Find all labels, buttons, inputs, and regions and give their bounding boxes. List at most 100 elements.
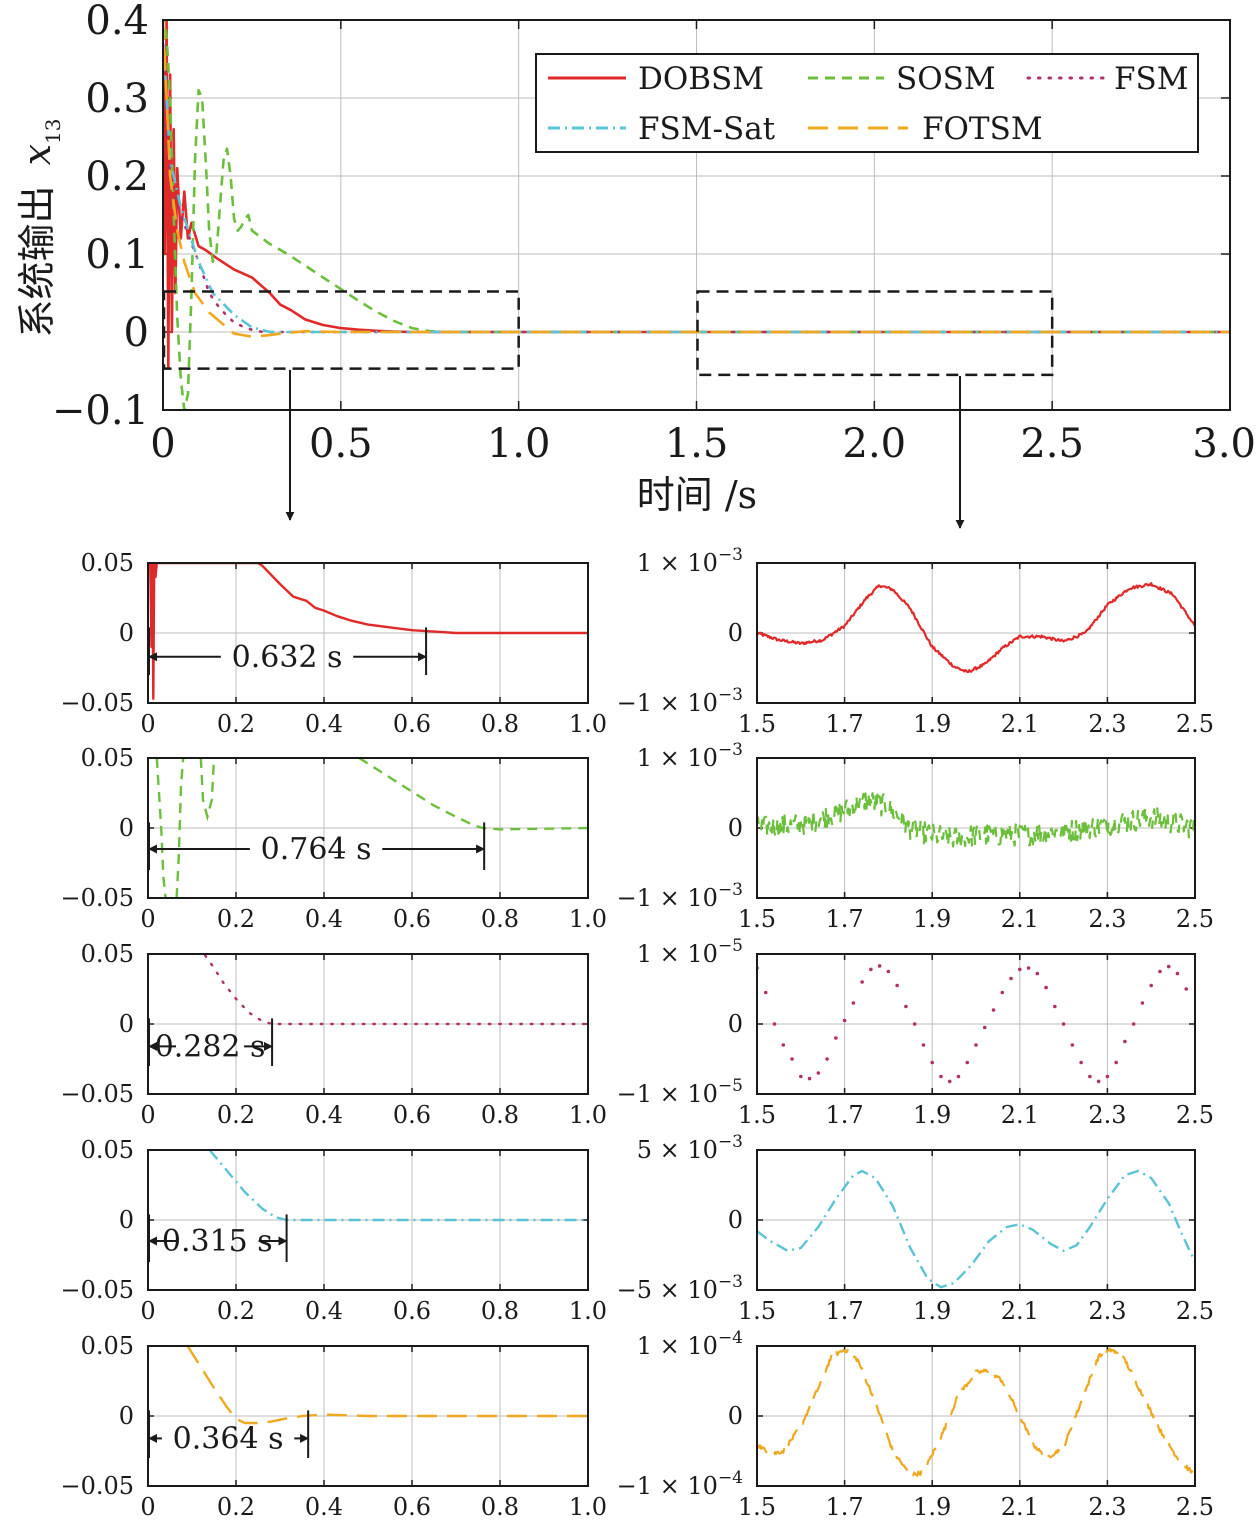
plot-frame bbox=[756, 562, 1196, 704]
data-point-fsm bbox=[799, 1074, 803, 1079]
x-tick-label: 0.6 bbox=[393, 1297, 431, 1325]
y-tick-mantissa: 5 × 10 bbox=[637, 1136, 718, 1164]
x-tick-label: 0.2 bbox=[217, 710, 255, 738]
data-point-fsm bbox=[877, 964, 882, 968]
series-line-fsm-sat bbox=[208, 1150, 588, 1222]
x-tick-label: 1.0 bbox=[569, 710, 607, 738]
steady-plot-dobsm: 1.5 1.7 1.9 2.1 2.3 2.5−1 × 10−301 × 10−3 bbox=[617, 545, 1214, 738]
x-tick-label: 0.6 bbox=[393, 905, 431, 933]
y-tick-label: 0.05 bbox=[81, 1136, 134, 1164]
main-y-tick-label: 0 bbox=[124, 310, 149, 356]
y-tick-label: 0 bbox=[119, 1206, 134, 1234]
data-point-fsm bbox=[1166, 964, 1171, 969]
y-tick-label: −0.05 bbox=[60, 1276, 134, 1304]
data-point-fsm bbox=[895, 983, 899, 988]
plot-frame bbox=[756, 757, 1196, 899]
main-y-tick-label: 0.1 bbox=[85, 232, 149, 278]
y-tick-mantissa: −1 × 10 bbox=[617, 884, 718, 912]
annotation-label: 0.364 s bbox=[173, 1421, 284, 1456]
y-tick-exponent: −5 bbox=[718, 1076, 743, 1096]
x-tick-label: 2.1 bbox=[1001, 905, 1039, 933]
data-point-fsm bbox=[1105, 1074, 1110, 1079]
y-tick-label: −0.05 bbox=[60, 1472, 134, 1500]
x-tick-label: 0.4 bbox=[305, 1493, 343, 1521]
data-point-fsm bbox=[991, 1008, 996, 1012]
legend-label-sosm: SOSM bbox=[896, 61, 996, 97]
y-tick-mantissa: 1 × 10 bbox=[637, 940, 718, 968]
y-tick-label: −5 × 10−3 bbox=[617, 1272, 743, 1304]
x-tick-label: 0.6 bbox=[393, 1101, 431, 1129]
x-tick-label: 0.2 bbox=[217, 1493, 255, 1521]
y-tick-exponent: −3 bbox=[718, 545, 743, 565]
x-tick-label: 0.8 bbox=[481, 905, 519, 933]
data-point-fsm bbox=[886, 969, 891, 974]
data-point-fsm bbox=[947, 1079, 952, 1084]
data-point-fsm bbox=[930, 1060, 934, 1065]
data-point-fsm bbox=[1149, 983, 1153, 988]
x-tick-label: 0 bbox=[140, 1297, 155, 1325]
data-point-fsm bbox=[1061, 1022, 1066, 1026]
series-line-fsm bbox=[204, 954, 588, 1026]
series-line-sosm bbox=[155, 758, 167, 898]
x-tick-label: 1.9 bbox=[913, 1493, 951, 1521]
series-line-sosm bbox=[175, 758, 185, 898]
plot-frame bbox=[756, 953, 1196, 1095]
data-point-fsm bbox=[1096, 1079, 1101, 1084]
y-tick-mantissa: 0 bbox=[728, 814, 743, 842]
x-tick-label: 0 bbox=[140, 1493, 155, 1521]
y-tick-label: −0.05 bbox=[60, 1080, 134, 1108]
main-y-tick-label: 0.2 bbox=[85, 154, 149, 200]
data-point-fsm bbox=[869, 967, 873, 972]
x-tick-label: 2.3 bbox=[1088, 1493, 1126, 1521]
main-series-sosm bbox=[163, 20, 1230, 410]
series-line-fotsm bbox=[757, 1347, 1195, 1478]
series-layer bbox=[208, 1150, 588, 1222]
data-point-fsm bbox=[1000, 990, 1005, 995]
main-y-axis-label: 系统输出 x13 bbox=[15, 119, 65, 338]
y-tick-label: 1 × 10−3 bbox=[637, 740, 743, 772]
main-series-layer bbox=[163, 20, 1230, 410]
annotation-label: 0.632 s bbox=[232, 640, 343, 675]
x-tick-label: 1.0 bbox=[569, 1297, 607, 1325]
y-tick-mantissa: 0 bbox=[728, 1402, 743, 1430]
zoom-box-2 bbox=[696, 290, 1054, 377]
data-point-fsm bbox=[851, 1001, 856, 1005]
legend-label-fotsm: FOTSM bbox=[922, 111, 1043, 147]
data-point-fsm bbox=[921, 1043, 926, 1047]
series-layer bbox=[757, 792, 1195, 849]
data-point-fsm bbox=[1088, 1074, 1092, 1079]
series-layer bbox=[149, 563, 588, 700]
y-tick-label: 0 bbox=[728, 1206, 743, 1234]
x-tick-label: 1.7 bbox=[826, 1297, 864, 1325]
legend-label-dobsm: DOBSM bbox=[638, 61, 764, 97]
y-tick-exponent: −3 bbox=[718, 740, 743, 760]
x-tick-label: 2.1 bbox=[1001, 1297, 1039, 1325]
main-series-fotsm bbox=[163, 20, 1230, 338]
data-point-fsm bbox=[1079, 1060, 1083, 1065]
data-point-fsm bbox=[1044, 985, 1048, 990]
main-x-tick-label: 3.0 bbox=[1192, 421, 1256, 467]
x-tick-label: 0.8 bbox=[481, 710, 519, 738]
x-tick-label: 1.9 bbox=[913, 710, 951, 738]
x-tick-label: 1.0 bbox=[569, 1493, 607, 1521]
y-tick-label: −0.05 bbox=[60, 884, 134, 912]
data-point-fsm bbox=[1131, 1022, 1136, 1026]
x-tick-label: 0 bbox=[140, 1101, 155, 1129]
main-frame bbox=[162, 19, 1231, 411]
series-line-sosm bbox=[358, 758, 588, 831]
data-point-fsm bbox=[956, 1074, 961, 1079]
annotation-label: 0.315 s bbox=[162, 1224, 273, 1259]
data-point-fsm bbox=[842, 1018, 847, 1023]
x-tick-label: 1.9 bbox=[913, 1101, 951, 1129]
x-tick-label: 0.6 bbox=[393, 710, 431, 738]
series-line-fotsm bbox=[186, 1346, 588, 1425]
x-tick-label: 1.9 bbox=[913, 905, 951, 933]
y-tick-label: 0.05 bbox=[81, 1332, 134, 1360]
data-point-fsm bbox=[1053, 1004, 1057, 1009]
x-tick-label: 0.8 bbox=[481, 1493, 519, 1521]
data-point-fsm bbox=[772, 1022, 777, 1026]
y-label-text: 系统输出 bbox=[15, 185, 59, 337]
